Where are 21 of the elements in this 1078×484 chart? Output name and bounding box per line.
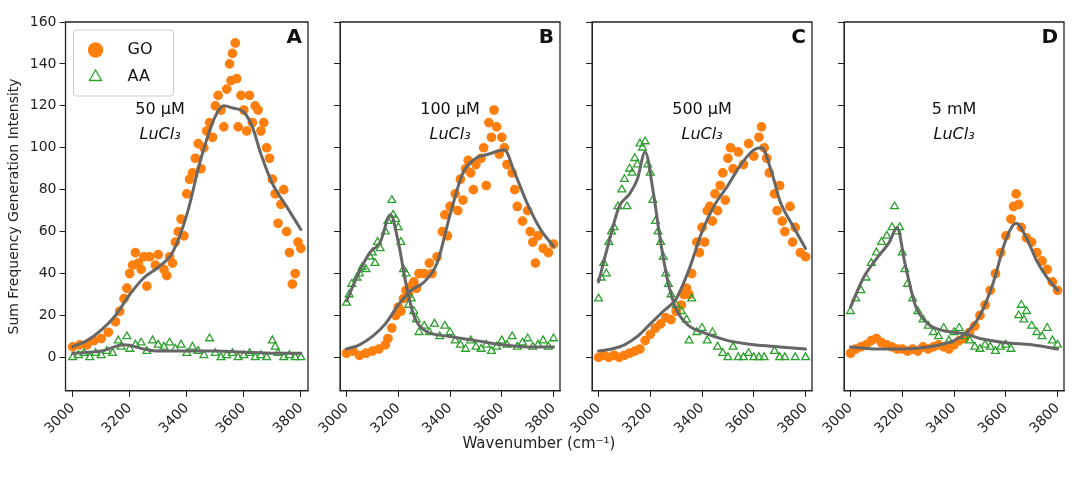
y-tick-label: 140	[29, 54, 57, 71]
y-tick-label: 60	[38, 222, 57, 239]
y-tick-label: 40	[38, 264, 57, 281]
annotation: B	[538, 24, 554, 49]
legend-label: GO	[127, 39, 153, 59]
annotation: C	[791, 24, 806, 49]
annotation: D	[1041, 24, 1058, 49]
annotation: 5 mM LuCl₃	[931, 99, 977, 143]
annotation: 50 μM LuCl₃	[135, 99, 185, 143]
legend-label: AA	[127, 66, 150, 86]
x-axis-title: Wavenumber (cm⁻¹)	[461, 434, 617, 452]
y-axis-title: Sum Frequency Generation Intensity	[5, 78, 22, 335]
y-tick-label: 0	[47, 348, 57, 365]
annotation: 500 μM LuCl₃	[672, 99, 732, 143]
y-tick-label: 100	[29, 138, 57, 155]
y-tick-label: 160	[29, 12, 57, 29]
annotation: 100 μM LuCl₃	[420, 99, 480, 143]
y-tick-label: 120	[29, 96, 57, 113]
annotation: A	[286, 24, 303, 49]
y-tick-label: 80	[38, 180, 57, 197]
y-tick-label: 20	[38, 306, 57, 323]
